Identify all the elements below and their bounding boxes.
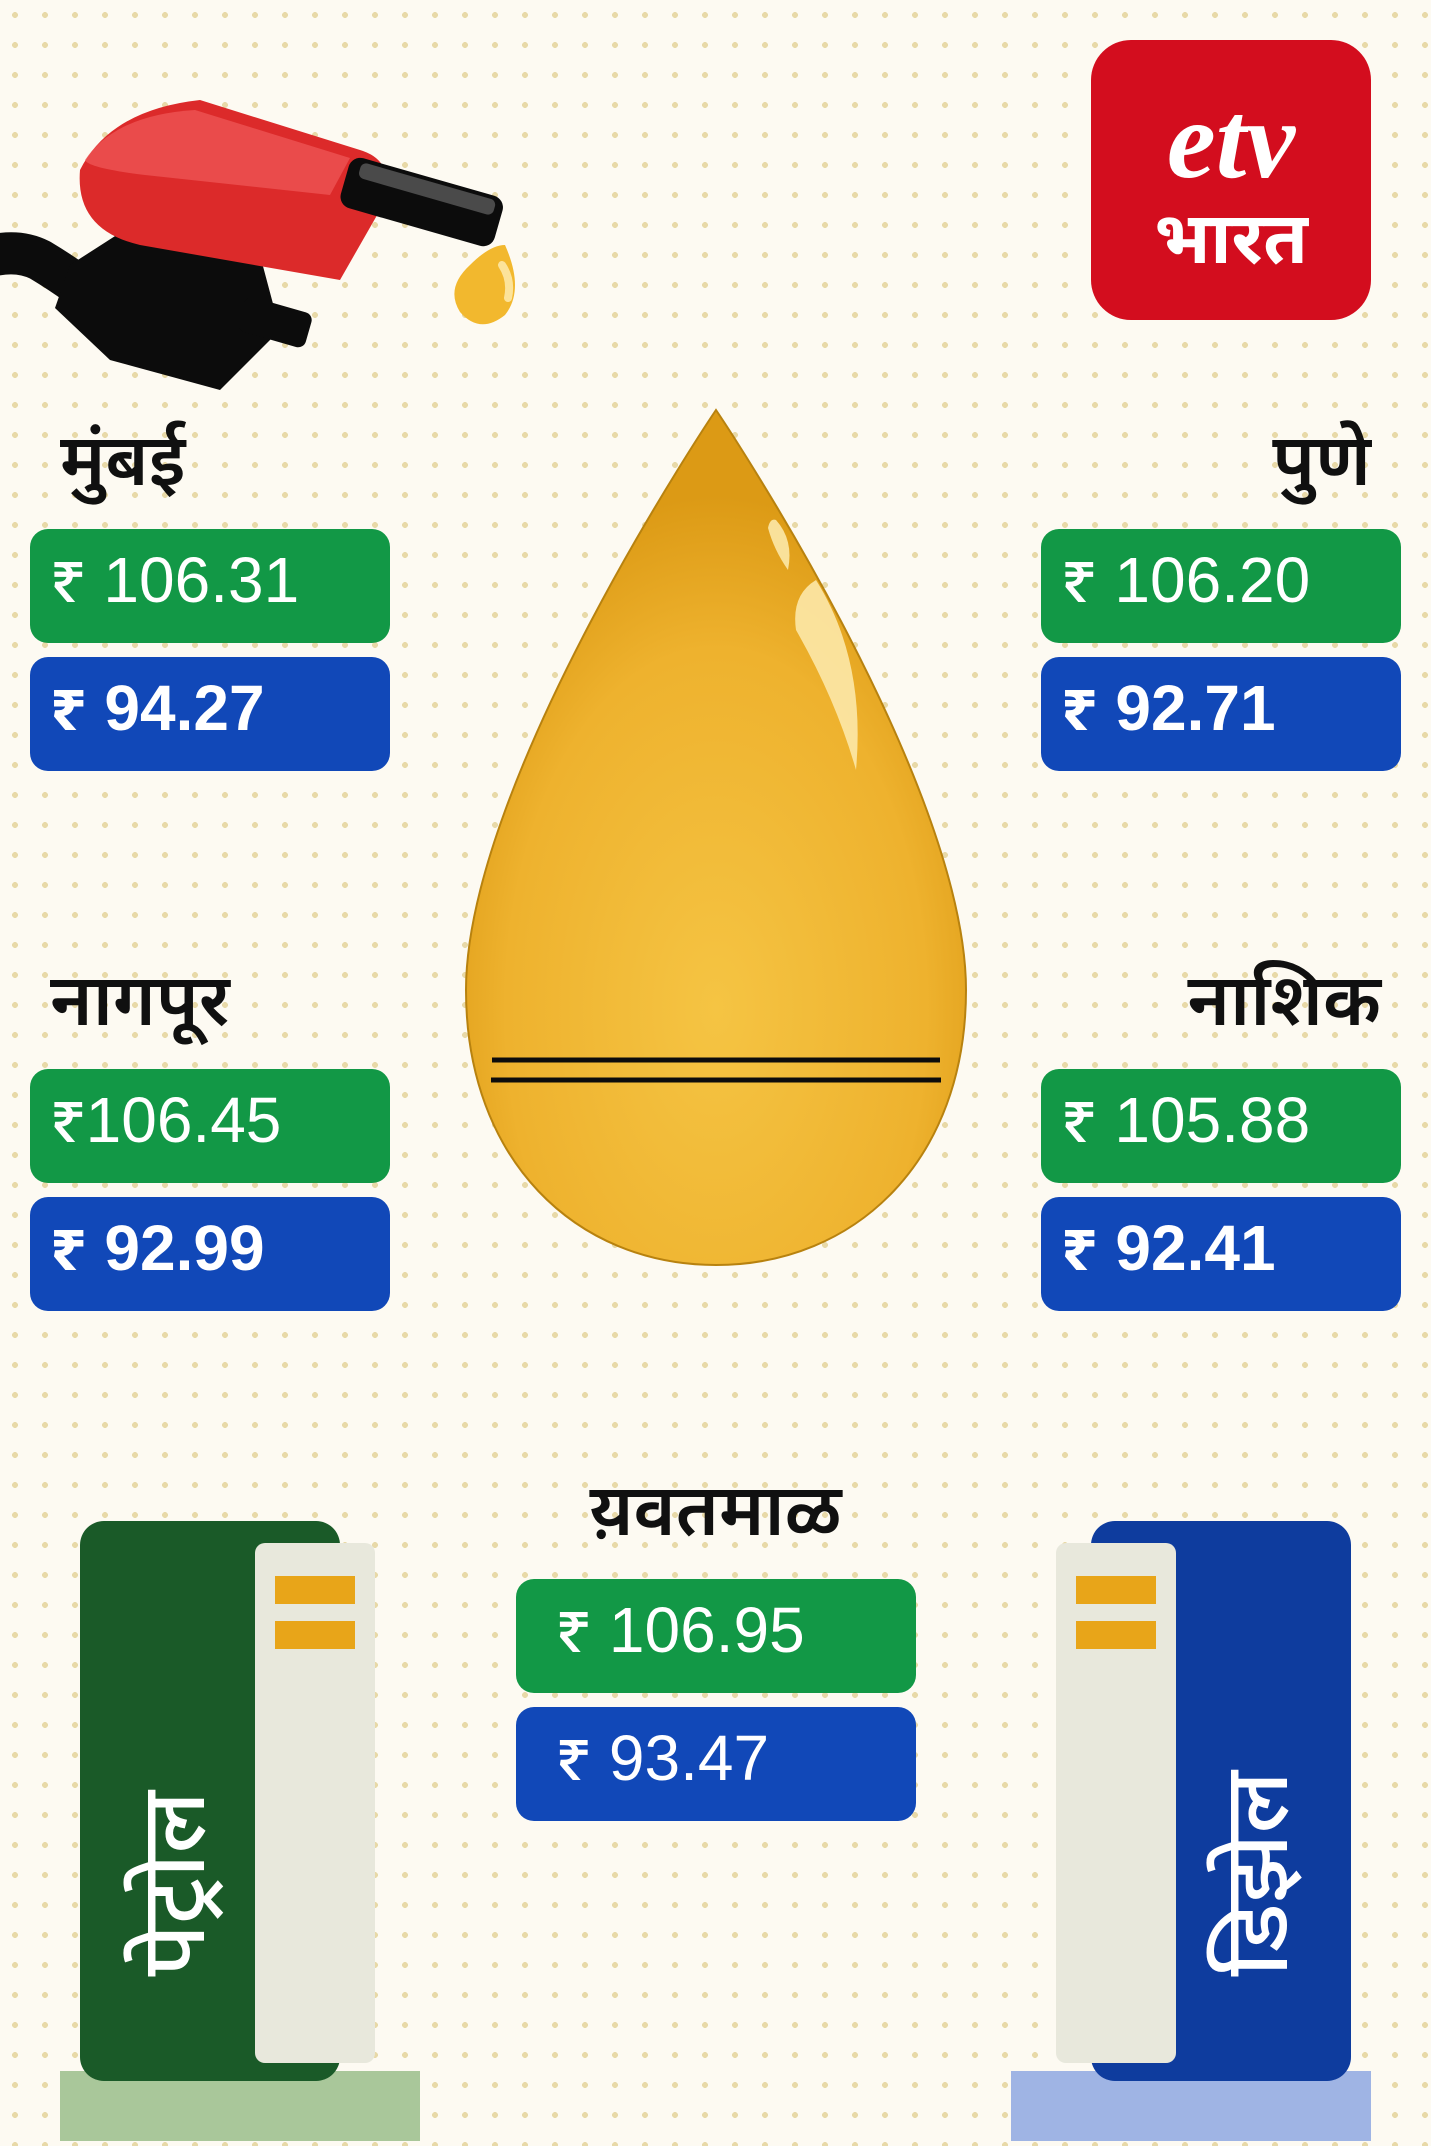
- oil-drop-icon: [396, 400, 1036, 1285]
- city-name: नागपूर: [30, 960, 390, 1055]
- diesel-pump-icon: डिझेल: [991, 1521, 1391, 2146]
- city-name: नाशिक: [1041, 960, 1401, 1055]
- diesel-price: ₹ 92.99: [30, 1197, 390, 1311]
- city-block-pune: पुणे ₹ 106.20 ₹ 92.71: [1041, 420, 1401, 785]
- petrol-pump-label: पेट्रोल: [115, 1791, 233, 1977]
- city-name: य़वतमाळ: [516, 1470, 916, 1565]
- fuel-nozzle-icon: [0, 40, 560, 405]
- diesel-price: ₹ 94.27: [30, 657, 390, 771]
- city-block-nashik: नाशिक ₹ 105.88 ₹ 92.41: [1041, 960, 1401, 1325]
- diesel-price: ₹ 92.71: [1041, 657, 1401, 771]
- diesel-price: ₹ 92.41: [1041, 1197, 1401, 1311]
- city-name: मुंबई: [30, 420, 390, 515]
- etv-bharat-logo: etv भारत: [1091, 40, 1371, 320]
- city-name: पुणे: [1041, 420, 1401, 515]
- city-block-nagpur: नागपूर ₹106.45 ₹ 92.99: [30, 960, 390, 1325]
- petrol-price: ₹ 105.88: [1041, 1069, 1401, 1183]
- diesel-pump-label: डिझेल: [1198, 1771, 1316, 1976]
- city-block-mumbai: मुंबई ₹ 106.31 ₹ 94.27: [30, 420, 390, 785]
- petrol-pump-icon: पेट्रोल: [40, 1521, 440, 2146]
- petrol-price: ₹ 106.20: [1041, 529, 1401, 643]
- logo-sub: भारत: [1154, 203, 1308, 275]
- petrol-price: ₹106.45: [30, 1069, 390, 1183]
- city-block-yavatmal: य़वतमाळ ₹ 106.95 ₹ 93.47: [516, 1470, 916, 1835]
- petrol-price: ₹ 106.95: [516, 1579, 916, 1693]
- diesel-price: ₹ 93.47: [516, 1707, 916, 1821]
- petrol-price: ₹ 106.31: [30, 529, 390, 643]
- logo-script: etv: [1167, 85, 1295, 195]
